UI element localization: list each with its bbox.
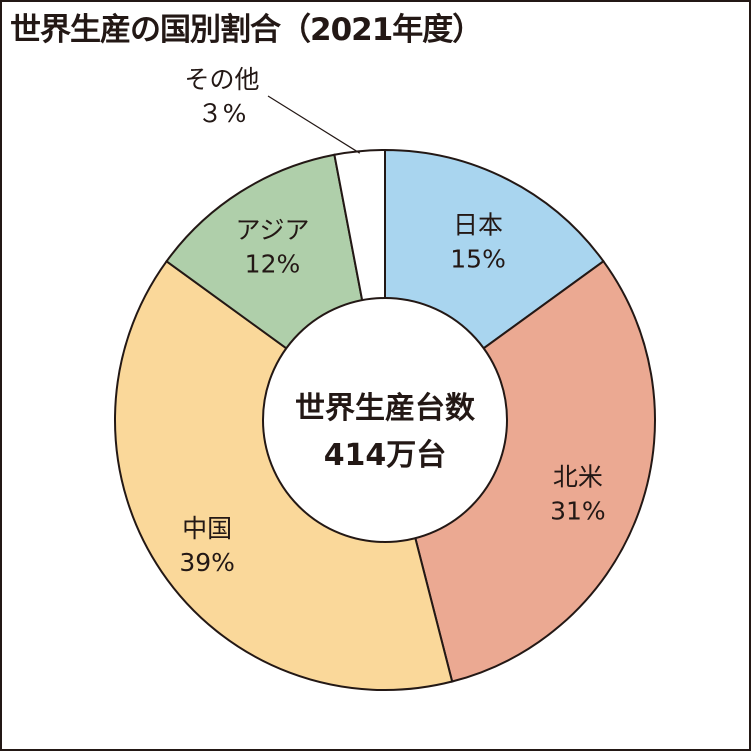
- slice-label-china: 中国: [182, 514, 232, 543]
- slice-labels: 日本 15% 北米 31% 中国 39% アジア 12% その他 ３%: [179, 65, 605, 577]
- other-leader-line: [267, 95, 361, 154]
- slice-value-other: ３%: [198, 99, 247, 128]
- slice-label-north-america: 北米: [553, 462, 603, 491]
- center-label-count: 414万台: [324, 438, 447, 473]
- slice-label-asia: アジア: [235, 216, 309, 245]
- center-label-total: 世界生産台数: [295, 391, 476, 426]
- chart-title: 世界生産の国別割合（2021年度）: [10, 12, 483, 48]
- slice-value-china: 39%: [179, 548, 235, 577]
- slice-value-asia: 12%: [245, 250, 301, 279]
- slice-north-america: [383, 259, 656, 683]
- slice-label-japan: 日本: [453, 210, 503, 239]
- donut-hole: [262, 297, 508, 543]
- slice-value-japan: 15%: [450, 244, 506, 273]
- slice-value-north-america: 31%: [550, 496, 606, 525]
- slice-label-other: その他: [184, 65, 259, 94]
